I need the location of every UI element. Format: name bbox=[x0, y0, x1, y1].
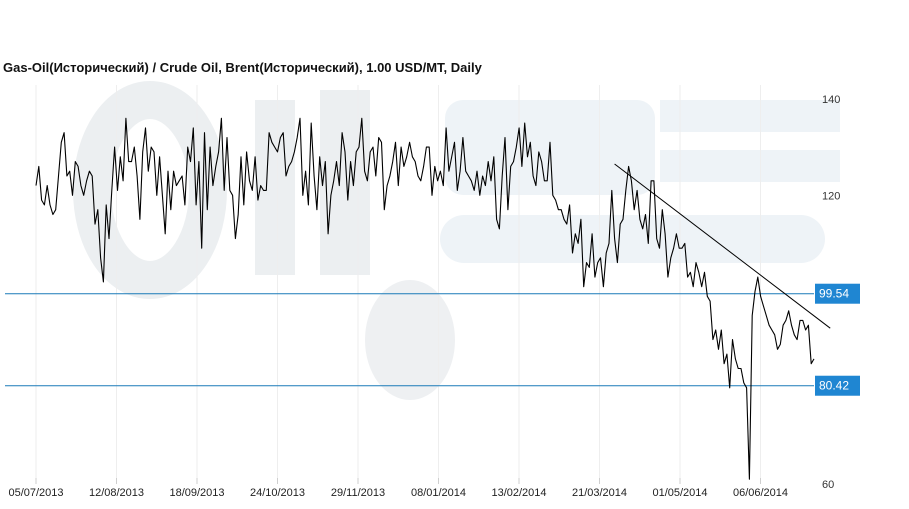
x-tick-label: 13/02/2014 bbox=[491, 487, 546, 499]
x-tick-label: 06/06/2014 bbox=[733, 487, 788, 499]
x-tick-label: 08/01/2014 bbox=[411, 487, 466, 499]
x-tick-label: 05/07/2013 bbox=[8, 487, 63, 499]
chart-title: Gas-Oil(Исторический) / Crude Oil, Brent… bbox=[3, 60, 482, 75]
trendline-group bbox=[614, 163, 831, 329]
level-badge-label: 99.54 bbox=[819, 287, 849, 301]
level-badge bbox=[815, 375, 860, 396]
x-tick-label: 24/10/2013 bbox=[250, 487, 305, 499]
y-tick-label: 60 bbox=[822, 479, 834, 491]
x-tick-label: 29/11/2013 bbox=[331, 487, 385, 499]
level-badge bbox=[815, 283, 860, 304]
x-tick-label: 12/08/2013 bbox=[89, 487, 144, 499]
y-axis: 140 120 60 bbox=[822, 94, 840, 491]
y-tick-label: 140 bbox=[822, 94, 840, 106]
x-tick-label: 21/03/2014 bbox=[572, 487, 627, 499]
x-tick-label: 01/05/2014 bbox=[652, 487, 707, 499]
level-lines bbox=[5, 293, 814, 387]
trendline bbox=[614, 163, 831, 329]
level-badge-label: 80.42 bbox=[819, 379, 849, 393]
series-line bbox=[35, 117, 815, 480]
y-tick-label: 120 bbox=[822, 190, 840, 202]
x-tick-label: 18/09/2013 bbox=[169, 487, 224, 499]
x-axis: 05/07/2013 12/08/2013 18/09/2013 24/10/2013… bbox=[8, 478, 788, 499]
series-group bbox=[35, 117, 815, 480]
level-badges: 99.54 80.42 bbox=[815, 283, 860, 396]
